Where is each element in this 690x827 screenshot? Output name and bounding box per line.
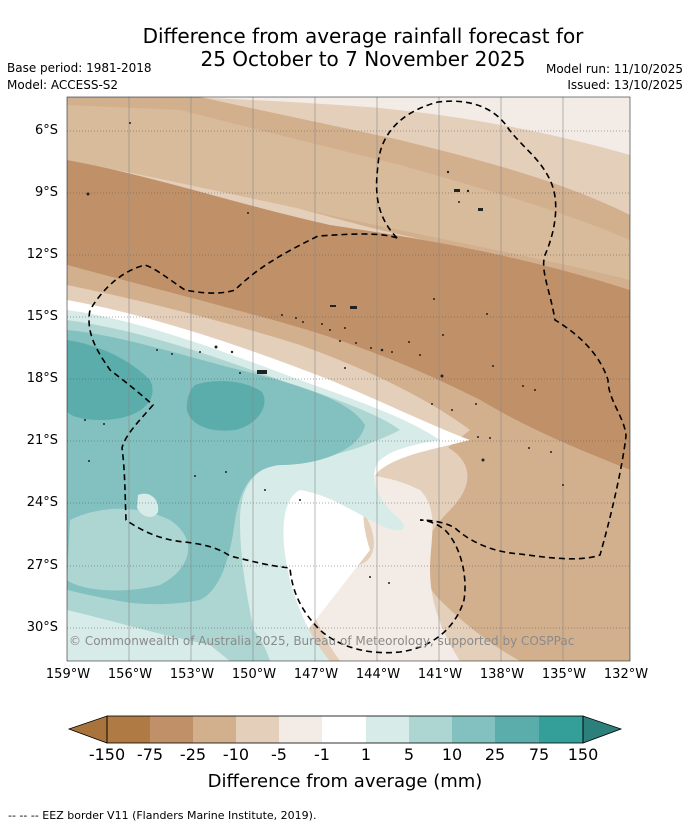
colorbar-tick: -1	[314, 745, 330, 764]
colorbar-segment	[279, 716, 322, 743]
colorbar-segment	[452, 716, 495, 743]
colorbar-tick: 1	[360, 745, 372, 764]
model-name: Model: ACCESS-S2	[7, 78, 119, 92]
lon-label: 147°W	[293, 667, 339, 682]
colorbar-tick: 150	[567, 745, 599, 764]
copyright-notice: © Commonwealth of Australia 2025, Bureau…	[69, 634, 575, 648]
colorbar-tick: -25	[179, 745, 207, 764]
map-frame	[66, 96, 631, 662]
lat-label: 6°S	[34, 123, 58, 138]
lat-label: 30°S	[26, 620, 58, 635]
island-outlines	[84, 122, 564, 584]
lon-label: 150°W	[231, 667, 277, 682]
eez-borders	[88, 100, 627, 654]
colorbar-segment	[236, 716, 279, 743]
lon-label: 135°W	[541, 667, 587, 682]
colorbar-segment	[366, 716, 409, 743]
lat-label: 12°S	[26, 247, 58, 262]
map-title-line-1: Difference from average rainfall forecas…	[142, 24, 584, 48]
colorbar-segment	[409, 716, 452, 743]
colorbar-segment	[150, 716, 193, 743]
colorbar-segment	[107, 716, 150, 743]
colorbar-extension-high	[583, 716, 621, 743]
issued-date: Issued: 13/10/2025	[567, 78, 683, 92]
colorbar-segment	[539, 716, 583, 743]
graticule	[67, 97, 630, 661]
map-title-line-2: 25 October to 7 November 2025	[200, 47, 526, 71]
colorbar-tick: -75	[136, 745, 164, 764]
rainfall-field	[67, 97, 630, 661]
colorbar-tick: 75	[528, 745, 550, 764]
colorbar-segment	[495, 716, 539, 743]
lat-label: 27°S	[26, 558, 58, 573]
lat-label: 24°S	[26, 495, 58, 510]
colorbar-tick: 10	[441, 745, 463, 764]
colorbar-tick: -5	[271, 745, 287, 764]
lat-label: 9°S	[34, 185, 58, 200]
colorbar-tick: 5	[403, 745, 415, 764]
lat-label: 15°S	[26, 309, 58, 324]
lat-label: 18°S	[26, 371, 58, 386]
lon-label: 138°W	[479, 667, 525, 682]
base-period: Base period: 1981-2018	[7, 61, 152, 75]
model-run: Model run: 11/10/2025	[545, 62, 683, 76]
colorbar-label: Difference from average (mm)	[207, 771, 483, 792]
lon-label: 153°W	[169, 667, 215, 682]
colorbar-extension-low	[69, 716, 107, 743]
colorbar-segment	[322, 716, 366, 743]
colorbar-tick: -150	[88, 745, 126, 764]
lat-label: 21°S	[26, 433, 58, 448]
colorbar-segment	[193, 716, 236, 743]
eez-legend-note: -- -- -- EEZ border V11 (Flanders Marine…	[8, 809, 317, 822]
colorbar-tick: 25	[484, 745, 506, 764]
lon-label: 159°W	[45, 667, 91, 682]
colorbar	[67, 715, 623, 744]
lon-label: 156°W	[107, 667, 153, 682]
lon-label: 141°W	[417, 667, 463, 682]
lon-label: 144°W	[355, 667, 401, 682]
lon-label: 132°W	[603, 667, 649, 682]
colorbar-tick: -10	[222, 745, 250, 764]
